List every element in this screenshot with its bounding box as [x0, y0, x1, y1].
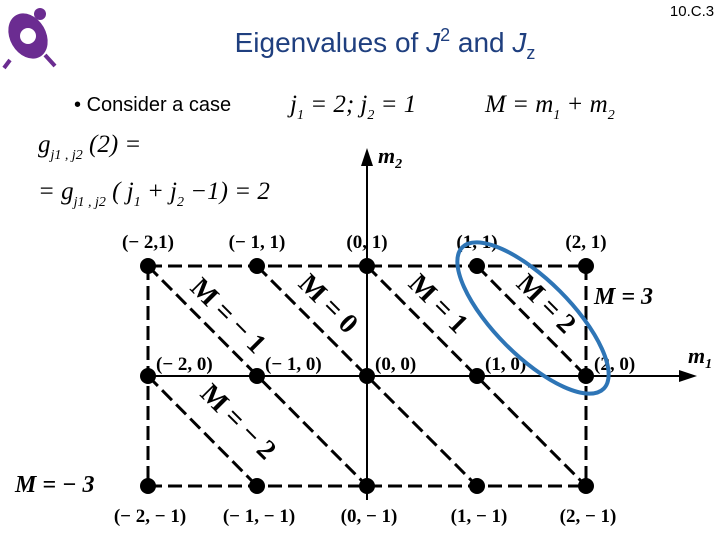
bullet: Consider a case: [87, 94, 232, 116]
equation-part: = 1: [374, 91, 416, 118]
equation-part: (2) =: [83, 131, 142, 158]
state-point: [140, 368, 156, 384]
axis-label: m1: [688, 343, 712, 372]
point-label: (2, 1): [565, 232, 606, 253]
equation-part: 1: [297, 108, 304, 123]
equation-part: 1: [553, 108, 560, 123]
point-label: (− 1, − 1): [223, 506, 295, 527]
title-part: J: [511, 27, 527, 58]
point-label: (2, − 1): [560, 506, 617, 527]
title-part: z: [526, 43, 535, 63]
logo: [2, 8, 57, 70]
equation-part: 1: [134, 195, 141, 210]
diagonal-line: [146, 264, 369, 488]
equation-part: j1 , j2: [72, 195, 106, 210]
m-line-label: M = 0: [292, 268, 364, 340]
state-point: [140, 478, 156, 494]
axis-arrow: [679, 370, 697, 382]
axis-label-sub: 1: [705, 357, 712, 372]
state-point: [249, 478, 265, 494]
equation-part: ( j: [106, 178, 134, 205]
diagonal-line: [255, 264, 479, 488]
m-line-label: M = 1: [402, 268, 474, 340]
diagonal-line: [146, 374, 259, 488]
highlight-ellipse: [455, 240, 611, 396]
state-point: [469, 478, 485, 494]
state-point: [578, 258, 594, 274]
point-label: (1, − 1): [451, 506, 508, 527]
equation-part: = g: [38, 178, 74, 205]
state-point: [578, 368, 594, 384]
equation-part: j: [287, 91, 297, 118]
point-label: (− 2, 0): [156, 354, 213, 375]
m-line-label: M = − 2: [194, 378, 282, 466]
title-part: and: [450, 27, 512, 58]
equation-part: 2: [177, 195, 184, 210]
state-point: [469, 258, 485, 274]
equation-part: 2: [367, 108, 374, 123]
title-part: J: [425, 27, 441, 58]
equation-part: M = m: [484, 91, 553, 118]
equation-part: −1) = 2: [184, 178, 270, 205]
m-line-label: M = 3: [593, 284, 653, 310]
m-line-label: M = − 3: [14, 472, 95, 498]
point-label: (0, 0): [375, 354, 416, 375]
title-part: Eigenvalues of: [235, 27, 426, 58]
state-point: [469, 368, 485, 384]
point-label: (2, 0): [594, 354, 635, 375]
axis-label: m2: [378, 143, 402, 172]
slide-number: 10.C.3: [670, 3, 714, 20]
equation: M = m1 + m2: [484, 91, 615, 123]
bullet-text: • Consider a case: [74, 94, 231, 116]
equation: gj1 , j2 (2) =: [38, 131, 141, 163]
equation-part: + m: [560, 91, 607, 118]
equation-part: g: [38, 131, 51, 158]
state-point: [140, 258, 156, 274]
state-point: [249, 368, 265, 384]
point-label: (0, − 1): [341, 506, 398, 527]
point-label: (− 2,1): [122, 232, 174, 253]
point-label: (− 2, − 1): [114, 506, 186, 527]
equation-part: + j: [141, 178, 177, 205]
state-point: [359, 258, 375, 274]
point-label: (− 1, 1): [229, 232, 286, 253]
slide-title: Eigenvalues of J2 and Jz: [235, 25, 536, 63]
axis-label-text: m: [688, 343, 705, 368]
axis-arrow: [361, 148, 373, 166]
point-label: (− 1, 0): [265, 354, 322, 375]
diagonal-line: [475, 264, 588, 378]
equation: j1 = 2; j2 = 1: [287, 91, 416, 123]
equation-part: = 2; j: [304, 91, 367, 118]
state-point: [578, 478, 594, 494]
axis-label-text: m: [378, 143, 395, 168]
equation: = gj1 , j2 ( j1 + j2 −1) = 2: [38, 178, 270, 210]
state-point: [359, 478, 375, 494]
equation-part: 2: [608, 108, 615, 123]
state-point: [359, 368, 375, 384]
title-part: 2: [440, 25, 450, 45]
state-point: [249, 258, 265, 274]
diagonal-line: [365, 264, 588, 488]
axis-label-sub: 2: [394, 157, 402, 172]
equation-part: j1 , j2: [49, 148, 83, 163]
point-label: (1, 0): [485, 354, 526, 375]
point-label: (0, 1): [346, 232, 387, 253]
